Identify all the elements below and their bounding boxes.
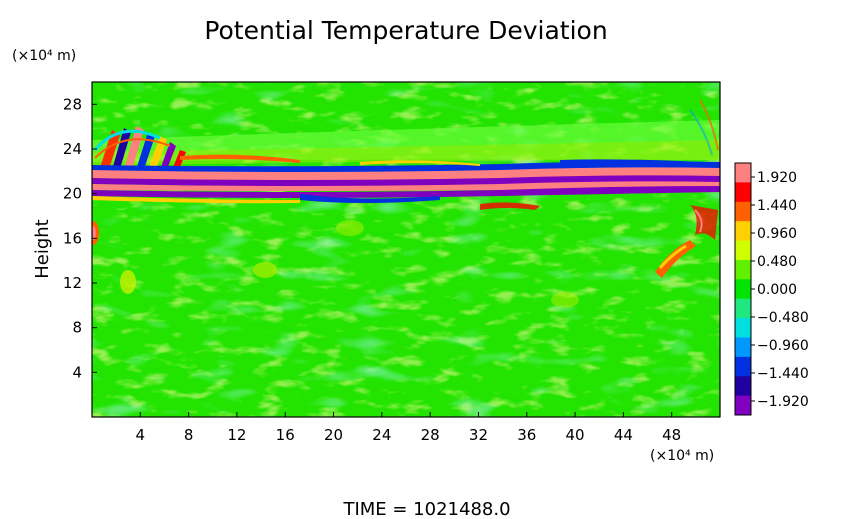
plot-frame (91, 81, 721, 418)
colorbar-swatch (735, 240, 751, 261)
colorbar-swatch (735, 356, 751, 377)
x-tick-label: 8 (184, 426, 194, 444)
colorbar-swatch (735, 298, 751, 319)
colorbar-swatch (735, 337, 751, 358)
colorbar-swatch (735, 163, 751, 183)
y-axis-label: Height (32, 219, 53, 279)
x-tick-label: 32 (469, 426, 488, 444)
x-tick-label: 44 (614, 426, 633, 444)
y-axis-ticks: 4 8 12 16 20 24 28 (63, 95, 97, 381)
x-tick-label: 48 (662, 426, 681, 444)
warm-patches (92, 99, 719, 308)
x-tick-label: 28 (421, 426, 440, 444)
x-tick-label: 4 (136, 426, 146, 444)
colorbar-tick-label: −0.480 (757, 310, 809, 326)
x-tick-label: 16 (276, 426, 295, 444)
wave-tongue-left (93, 126, 186, 172)
y-tick-label: 28 (63, 95, 82, 113)
x-tick-label: 20 (324, 426, 343, 444)
colorbar-tick-label: −1.920 (757, 394, 809, 410)
y-tick-label: 4 (72, 363, 82, 381)
x-tick-label: 12 (227, 426, 246, 444)
time-label: TIME = 1021488.0 (342, 499, 510, 519)
x-tick-label: 24 (372, 426, 391, 444)
y-tick-label: 16 (63, 229, 82, 247)
colorbar-swatch (735, 201, 751, 222)
y-tick-label: 12 (63, 274, 82, 292)
colorbar-tick-label: 1.440 (757, 198, 797, 214)
x-axis-unit: (×10⁴ m) (650, 448, 714, 464)
colorbar-tick-label: 0.960 (757, 226, 797, 242)
colorbar-tick-label: 1.920 (757, 170, 797, 186)
colorbar-swatch (735, 221, 751, 242)
dipole-layer (92, 154, 720, 210)
x-tick-label: 36 (517, 426, 536, 444)
y-axis-unit: (×10⁴ m) (12, 48, 76, 64)
y-tick-label: 24 (63, 140, 82, 158)
colorbar-tick-label: −0.960 (757, 338, 809, 354)
colorbar-swatch (735, 395, 751, 416)
colorbar-swatch (735, 376, 751, 397)
colorbar-swatch (735, 182, 751, 203)
y-tick-label: 20 (63, 185, 82, 203)
colorbar-swatch (735, 259, 751, 280)
x-axis-ticks: 4 8 12 16 20 24 28 32 36 40 44 48 (136, 412, 681, 444)
colorbar-swatch (735, 318, 751, 338)
y-tick-label: 8 (72, 319, 82, 337)
colorbar-tick-label: 0.000 (757, 282, 797, 298)
colorbar: 1.920 1.440 0.960 0.480 0.000 −0.480 −0.960 −1.… (734, 162, 809, 416)
heatmap-plot-area (92, 82, 720, 417)
colorbar-tick-label: 0.480 (757, 254, 797, 270)
chart-title: Potential Temperature Deviation (204, 16, 607, 45)
colorbar-tick-label: −1.440 (757, 366, 809, 382)
colorbar-swatch (735, 279, 751, 300)
x-tick-label: 40 (566, 426, 585, 444)
